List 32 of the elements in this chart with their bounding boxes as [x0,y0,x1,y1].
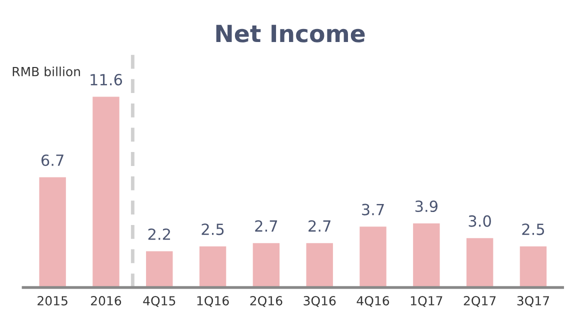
data-label: 2.7 [308,220,330,232]
data-label: 6.7 [41,154,64,166]
x-tick-label: 1Q17 [410,296,442,307]
data-label: 3.9 [415,200,438,212]
y-axis-title: RMB billion [12,66,80,76]
bar [520,246,547,288]
bar [252,243,280,288]
x-tick-label: 3Q16 [304,296,336,307]
data-label: 3.7 [362,204,384,216]
x-tick-label: 2Q17 [464,296,496,307]
data-label: 3.0 [468,215,491,227]
x-tick-label: 4Q16 [356,296,390,307]
bar [466,238,494,288]
x-tick-label: 3Q17 [517,296,550,307]
data-label: 2.2 [148,228,170,240]
bar [92,96,120,288]
bar [39,177,66,288]
data-label: 2.5 [522,224,544,236]
data-label: 11.6 [90,74,122,86]
bar [199,246,226,288]
x-tick-label: 2016 [90,296,122,306]
x-tick-label: 2Q16 [250,296,282,307]
bar [306,243,333,288]
data-label: 2.5 [202,224,224,236]
chart-title: Net Income [216,24,365,42]
x-tick-label: 2015 [38,296,68,306]
bar [146,251,173,288]
x-tick-label: 4Q15 [143,296,176,307]
bar [413,223,440,288]
x-tick-label: 1Q16 [197,296,229,307]
data-label: 2.7 [255,220,278,232]
bar [360,226,386,288]
